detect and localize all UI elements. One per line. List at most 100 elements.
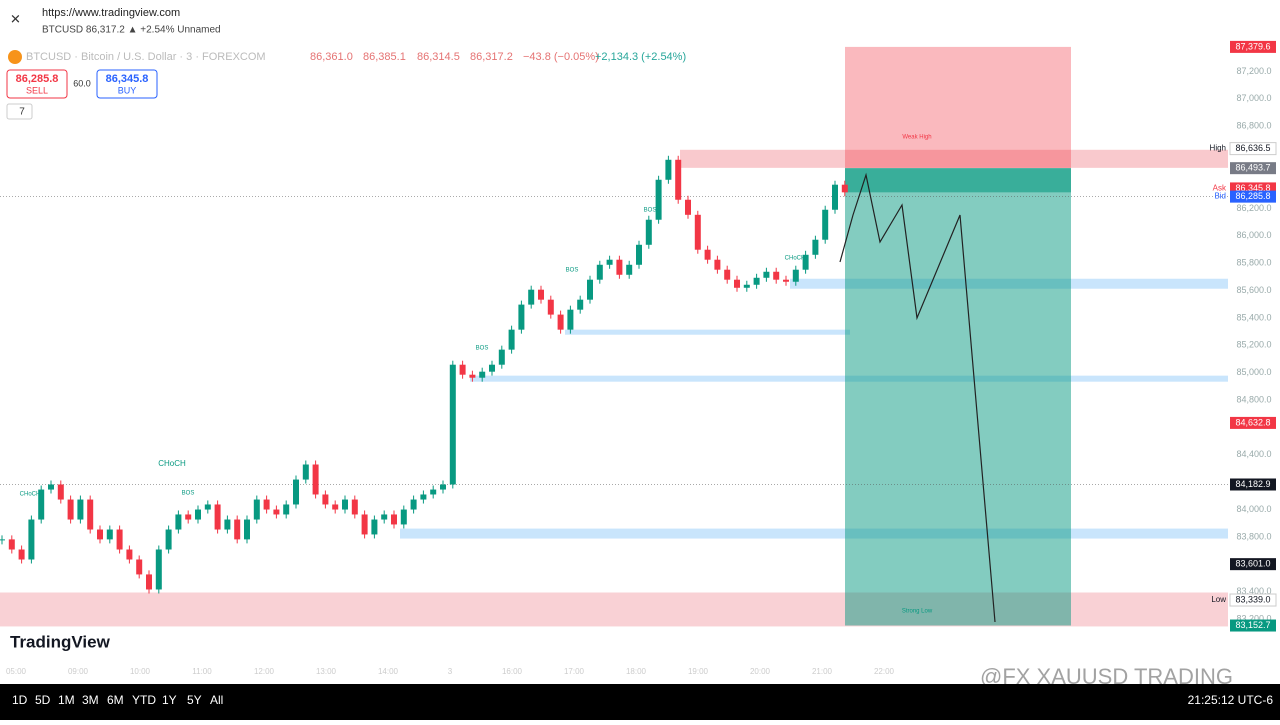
candle: [420, 494, 427, 500]
candle: [18, 549, 25, 560]
candle: [136, 559, 143, 575]
candle: [38, 489, 45, 520]
y-tick-label: 85,000.0: [1236, 367, 1271, 377]
candle: [763, 271, 770, 278]
sell-button[interactable]: [6, 69, 68, 99]
candle: [557, 314, 564, 330]
range-button[interactable]: 1D: [12, 693, 28, 707]
symbol-name: BTCUSD · Bitcoin / U.S. Dollar · 3 · FOR…: [26, 51, 266, 63]
x-tick-label: 13:00: [316, 667, 337, 676]
price-tag: Low: [1211, 595, 1226, 604]
candle: [106, 529, 113, 540]
candle: [773, 271, 780, 280]
candle: [577, 299, 584, 310]
bottom-toolbar: [0, 684, 1280, 720]
price-axis: [1228, 40, 1280, 636]
range-button[interactable]: 1M: [58, 693, 75, 707]
candle: [832, 184, 838, 210]
candle: [410, 499, 417, 510]
candle: [273, 509, 280, 515]
price-label: 86,636.5: [1235, 143, 1270, 153]
candle: [175, 514, 182, 530]
y-tick-label: 87,000.0: [1236, 93, 1271, 103]
candle: [645, 219, 652, 245]
candle: [361, 514, 368, 535]
candle: [126, 549, 133, 560]
annotation: BOS: [644, 208, 657, 214]
target-zone: [845, 168, 1071, 626]
x-tick-label: 09:00: [68, 667, 89, 676]
ohlc-low: 86,314.5: [417, 51, 460, 63]
y-tick-label: 87,200.0: [1236, 66, 1271, 76]
candle: [743, 284, 750, 288]
candle: [67, 499, 74, 520]
range-button[interactable]: 6M: [107, 693, 124, 707]
price-label-box: [1230, 558, 1276, 571]
y-tick-label: 83,200.0: [1236, 613, 1271, 623]
x-tick-label: 17:00: [564, 667, 585, 676]
close-icon[interactable]: ✕: [10, 11, 21, 26]
annotation: CHoCH: [20, 492, 41, 498]
price-label: 87,379.6: [1235, 41, 1270, 51]
candle: [449, 364, 456, 485]
candle: [596, 264, 603, 280]
candle: [479, 371, 486, 378]
x-tick-label: 16:00: [502, 667, 523, 676]
zone: [400, 528, 1228, 539]
candle: [459, 364, 466, 375]
range-button[interactable]: 1Y: [162, 693, 177, 707]
range-button[interactable]: 5D: [35, 693, 51, 707]
buy-label: BUY: [118, 85, 137, 95]
x-tick-label: 18:00: [626, 667, 647, 676]
range-button[interactable]: YTD: [132, 693, 156, 707]
candle: [440, 484, 446, 490]
day-change: +2,134.3 (+2.54%): [595, 51, 686, 63]
indicators-toggle[interactable]: [6, 103, 33, 120]
buy-button[interactable]: [96, 69, 158, 99]
ohlc-high: 86,385.1: [363, 51, 406, 63]
candle: [508, 329, 515, 350]
price-label: 83,152.7: [1235, 620, 1270, 630]
candle: [489, 364, 495, 372]
candle: [714, 259, 721, 270]
zone: [565, 329, 850, 335]
candle: [841, 184, 848, 193]
plot: CHoCH CHoCH BOS BOS BOS CHoCH BOS Weak High Stro…: [0, 46, 1228, 627]
price-label: 83,601.0: [1235, 559, 1270, 569]
annotation: BOS: [476, 346, 489, 352]
x-tick-label: 12:00: [254, 667, 275, 676]
price-label: 83,339.0: [1235, 594, 1270, 604]
range-button[interactable]: All: [210, 693, 223, 707]
price-tag: High: [1210, 144, 1226, 153]
entry-zone: [845, 168, 1071, 193]
y-tick-label: 83,400.0: [1236, 586, 1271, 596]
candle: [332, 504, 339, 510]
candle: [587, 279, 593, 300]
x-tick-label: 21:00: [812, 667, 833, 676]
y-tick-label: 84,800.0: [1236, 394, 1271, 404]
candle: [665, 159, 672, 180]
candle: [400, 509, 407, 525]
candle: [0, 539, 5, 541]
candle: [636, 244, 642, 265]
ohlc-open: 86,361.0: [310, 51, 353, 63]
range-button[interactable]: 5Y: [187, 693, 202, 707]
annotation: Weak High: [902, 135, 931, 141]
y-tick-label: 86,800.0: [1236, 121, 1271, 131]
clock: 21:25:12 UTC-6: [1188, 693, 1274, 707]
range-button[interactable]: 3M: [82, 693, 99, 707]
x-tick-label: 10:00: [130, 667, 151, 676]
sell-price: 86,285.8: [16, 73, 59, 85]
price-label: 84,632.8: [1235, 417, 1270, 427]
candle: [675, 159, 682, 200]
price-label-box: [1230, 478, 1276, 491]
axis-layer: 83,200.0 83,400.0 83,800.0 84,000.0 84,400.0…: [1210, 40, 1277, 632]
candle: [822, 209, 829, 240]
x-tick-label: 14:00: [378, 667, 399, 676]
y-tick-label: 85,800.0: [1236, 258, 1271, 268]
price-label-box: [1230, 190, 1276, 203]
annotation: BOS: [182, 491, 195, 497]
candle: [155, 549, 162, 590]
candle: [606, 259, 613, 265]
